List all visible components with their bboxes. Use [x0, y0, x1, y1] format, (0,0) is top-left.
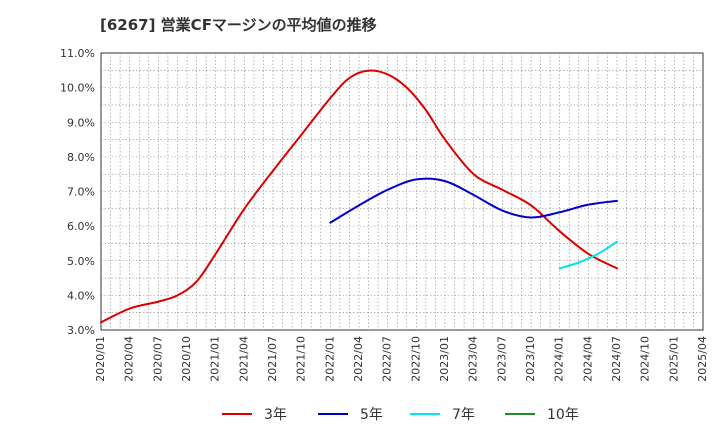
x-tick-label: 2024/04	[581, 336, 594, 382]
series-line-2	[558, 240, 618, 270]
chart-title: [6267] 営業CFマージンの平均値の推移	[100, 16, 377, 34]
y-tick-label: 8.0%	[67, 151, 95, 164]
x-tick-label: 2020/01	[94, 336, 107, 382]
x-tick-label: 2025/01	[667, 336, 680, 382]
series-lines	[100, 69, 618, 324]
y-axis-ticks: 3.0% 4.0% 5.0% 6.0% 7.0% 8.0% 9.0% 10.0% 11.0%	[60, 47, 95, 337]
x-tick-label: 2021/07	[266, 336, 279, 382]
legend-label-2: 7年	[452, 407, 475, 423]
x-tick-label: 2024/07	[610, 336, 623, 382]
x-tick-label: 2020/10	[180, 336, 193, 382]
x-tick-label: 2023/10	[524, 336, 537, 382]
y-tick-label: 4.0%	[67, 289, 95, 302]
x-axis-ticks: 2020/01 2020/04 2020/07 2020/10 2021/01 2021/…	[94, 336, 709, 382]
legend-label-1: 5年	[360, 407, 383, 423]
legend-label-0: 3年	[264, 407, 287, 423]
series-line-1	[329, 177, 618, 224]
x-tick-label: 2021/04	[237, 336, 250, 382]
y-tick-label: 11.0%	[60, 47, 95, 60]
x-tick-label: 2025/04	[696, 336, 709, 382]
y-tick-label: 5.0%	[67, 255, 95, 268]
x-tick-label: 2022/04	[352, 336, 365, 382]
x-tick-label: 2020/07	[151, 336, 164, 382]
x-tick-label: 2022/07	[381, 336, 394, 382]
legend: 3年 5年 7年 10年	[222, 407, 579, 423]
x-tick-label: 2023/07	[495, 336, 508, 382]
y-tick-label: 3.0%	[67, 324, 95, 337]
x-tick-label: 2023/01	[438, 336, 451, 382]
x-tick-label: 2022/01	[323, 336, 336, 382]
x-tick-label: 2020/04	[123, 336, 136, 382]
x-tick-label: 2021/01	[209, 336, 222, 382]
legend-label-3: 10年	[547, 407, 579, 423]
x-tick-label: 2023/04	[467, 336, 480, 382]
y-tick-label: 7.0%	[67, 186, 95, 199]
x-tick-label: 2022/10	[409, 336, 422, 382]
y-tick-label: 9.0%	[67, 116, 95, 129]
x-tick-label: 2024/10	[639, 336, 652, 382]
y-tick-label: 6.0%	[67, 220, 95, 233]
y-tick-label: 10.0%	[60, 82, 95, 95]
x-tick-label: 2021/10	[295, 336, 308, 382]
x-tick-label: 2024/01	[553, 336, 566, 382]
series-line-0	[100, 69, 618, 324]
